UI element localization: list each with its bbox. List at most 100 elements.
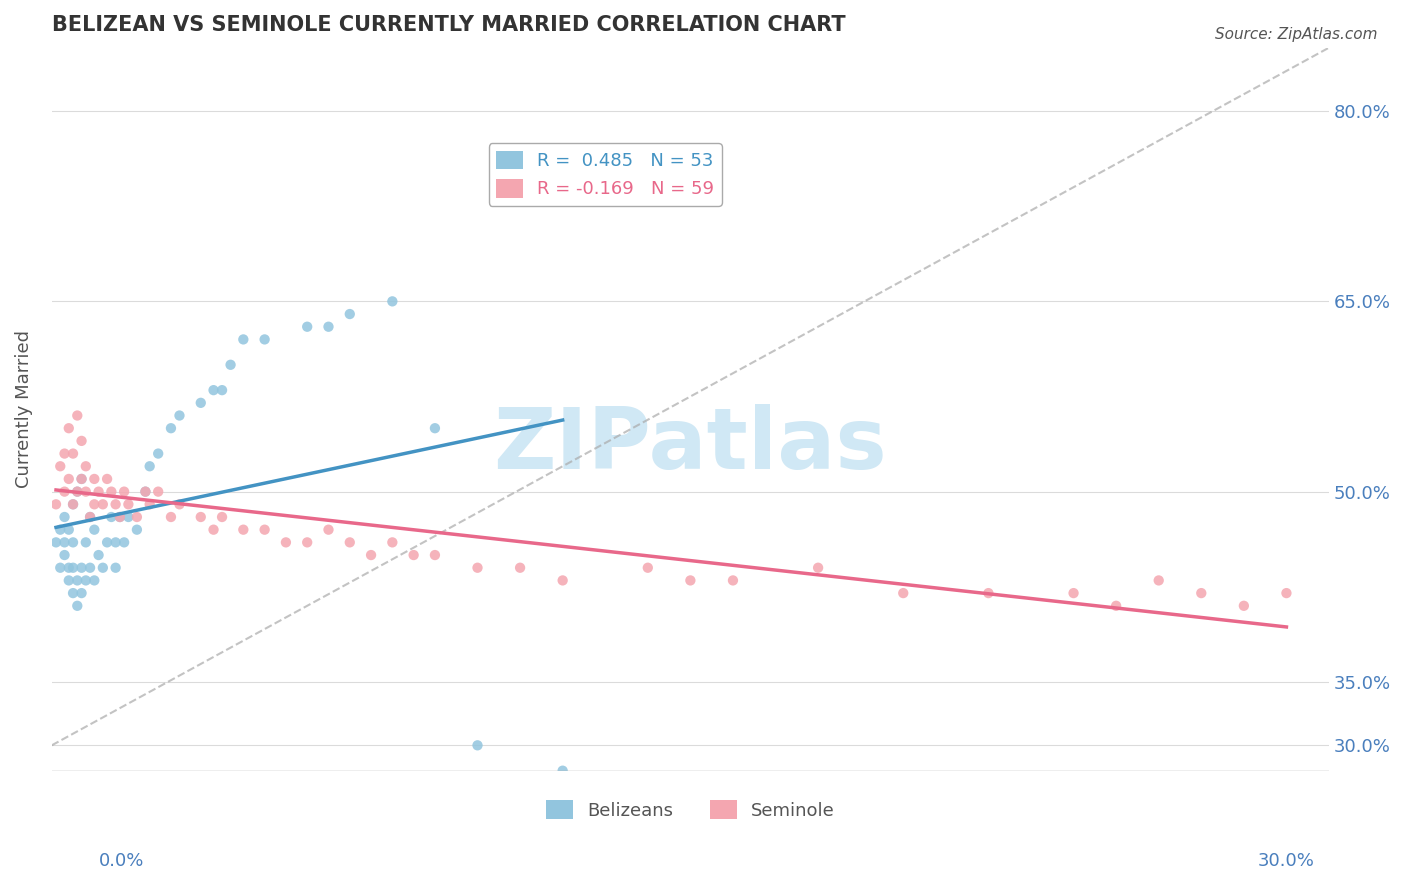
Point <box>125 523 148 537</box>
Point <box>117 510 139 524</box>
Point <box>423 421 446 435</box>
Point <box>53 510 76 524</box>
Point <box>70 472 93 486</box>
Point <box>1275 586 1298 600</box>
Point <box>134 484 156 499</box>
Point <box>381 294 404 309</box>
Point <box>509 560 531 574</box>
Point <box>104 535 127 549</box>
Point <box>190 510 212 524</box>
Point <box>53 535 76 549</box>
Point <box>318 319 340 334</box>
Point <box>53 484 76 499</box>
Point <box>53 548 76 562</box>
Point <box>62 497 84 511</box>
Text: ZIPatlas: ZIPatlas <box>494 404 887 487</box>
Point <box>58 523 80 537</box>
Point <box>96 472 118 486</box>
Point <box>66 574 89 588</box>
Point <box>891 586 914 600</box>
Point <box>75 484 97 499</box>
Point <box>49 560 72 574</box>
Point <box>112 484 135 499</box>
Point <box>318 523 340 537</box>
Point <box>125 510 148 524</box>
Point <box>169 409 191 423</box>
Point <box>104 560 127 574</box>
Point <box>66 484 89 499</box>
Point <box>75 574 97 588</box>
Point <box>402 548 425 562</box>
Point <box>232 333 254 347</box>
Point <box>1063 586 1085 600</box>
Point <box>202 383 225 397</box>
Point <box>1105 599 1128 613</box>
Point <box>977 586 1000 600</box>
Point <box>211 383 233 397</box>
Point <box>108 510 131 524</box>
Point <box>104 497 127 511</box>
Point <box>79 510 101 524</box>
Point <box>75 535 97 549</box>
Point <box>70 434 93 448</box>
Point <box>53 446 76 460</box>
Text: Source: ZipAtlas.com: Source: ZipAtlas.com <box>1215 27 1378 42</box>
Point <box>160 510 183 524</box>
Point <box>253 523 276 537</box>
Point <box>45 535 67 549</box>
Legend: Belizeans, Seminole: Belizeans, Seminole <box>538 793 842 827</box>
Point <box>339 535 361 549</box>
Point <box>66 409 89 423</box>
Point <box>117 497 139 511</box>
Point <box>202 523 225 537</box>
Point <box>637 560 659 574</box>
Point <box>1189 586 1212 600</box>
Point <box>79 560 101 574</box>
Point <box>49 459 72 474</box>
Point <box>1147 574 1170 588</box>
Point <box>83 523 105 537</box>
Point <box>79 510 101 524</box>
Point <box>70 472 93 486</box>
Point <box>423 548 446 562</box>
Point <box>91 497 114 511</box>
Point <box>807 560 830 574</box>
Point <box>467 739 489 753</box>
Point <box>169 497 191 511</box>
Point <box>219 358 242 372</box>
Point <box>190 396 212 410</box>
Point <box>58 421 80 435</box>
Point <box>91 560 114 574</box>
Point <box>211 510 233 524</box>
Point <box>70 586 93 600</box>
Point <box>62 497 84 511</box>
Point <box>253 333 276 347</box>
Text: BELIZEAN VS SEMINOLE CURRENTLY MARRIED CORRELATION CHART: BELIZEAN VS SEMINOLE CURRENTLY MARRIED C… <box>52 15 845 35</box>
Point <box>1233 599 1256 613</box>
Point <box>70 560 93 574</box>
Point <box>108 510 131 524</box>
Point <box>75 459 97 474</box>
Point <box>138 459 160 474</box>
Point <box>58 560 80 574</box>
Point <box>160 421 183 435</box>
Point <box>679 574 702 588</box>
Y-axis label: Currently Married: Currently Married <box>15 330 32 488</box>
Text: 30.0%: 30.0% <box>1258 852 1315 870</box>
Point <box>339 307 361 321</box>
Point <box>87 484 110 499</box>
Point <box>62 586 84 600</box>
Point <box>467 560 489 574</box>
Point <box>83 497 105 511</box>
Text: 0.0%: 0.0% <box>98 852 143 870</box>
Point <box>83 472 105 486</box>
Point <box>49 523 72 537</box>
Point <box>134 484 156 499</box>
Point <box>295 319 318 334</box>
Point <box>551 764 574 778</box>
Point <box>96 535 118 549</box>
Point <box>83 574 105 588</box>
Point <box>274 535 297 549</box>
Point <box>62 560 84 574</box>
Point <box>62 535 84 549</box>
